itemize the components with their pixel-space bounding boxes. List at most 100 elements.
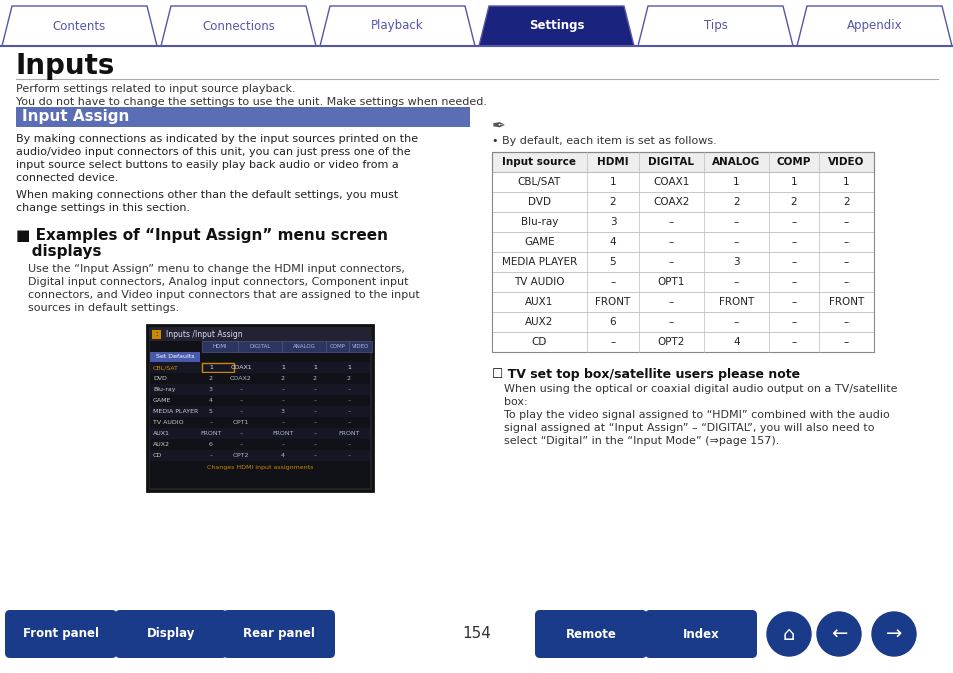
Text: OPT1: OPT1: [658, 277, 684, 287]
Bar: [237, 341, 282, 352]
Text: Display: Display: [147, 627, 195, 641]
Text: 6: 6: [209, 442, 213, 447]
Text: –: –: [239, 442, 242, 447]
Text: Front panel: Front panel: [23, 627, 99, 641]
Text: 2: 2: [790, 197, 797, 207]
Text: →: →: [885, 625, 902, 643]
Text: 2: 2: [281, 376, 285, 381]
Text: DIGITAL: DIGITAL: [249, 344, 271, 349]
Text: COAX2: COAX2: [230, 376, 252, 381]
Text: By making connections as indicated by the input sources printed on the: By making connections as indicated by th…: [16, 134, 417, 144]
Text: –: –: [314, 409, 316, 414]
Text: 3: 3: [209, 387, 213, 392]
Bar: [349, 341, 372, 352]
Text: 4: 4: [733, 337, 739, 347]
Text: –: –: [347, 387, 350, 392]
Text: Inputs: Inputs: [16, 52, 115, 80]
Text: –: –: [733, 237, 739, 247]
Bar: [150, 461, 370, 473]
Bar: [492, 152, 873, 352]
Bar: [150, 328, 370, 488]
Text: change settings in this section.: change settings in this section.: [16, 203, 190, 213]
Text: –: –: [281, 442, 284, 447]
Text: 1: 1: [609, 177, 616, 187]
Bar: [150, 328, 370, 341]
Text: 3: 3: [609, 217, 616, 227]
Polygon shape: [478, 6, 634, 46]
Text: input source select buttons to easily play back audio or video from a: input source select buttons to easily pl…: [16, 160, 398, 170]
Bar: [150, 406, 370, 417]
Bar: [492, 192, 873, 212]
Text: Remote: Remote: [565, 627, 616, 641]
Bar: [150, 395, 370, 406]
Bar: [492, 332, 873, 352]
Text: :: :: [155, 332, 157, 337]
Text: connected device.: connected device.: [16, 173, 118, 183]
FancyBboxPatch shape: [115, 610, 227, 658]
Text: 1: 1: [347, 365, 351, 370]
Text: VIDEO: VIDEO: [352, 344, 369, 349]
Text: 4: 4: [281, 453, 285, 458]
Bar: [150, 417, 370, 428]
Text: GAME: GAME: [523, 237, 555, 247]
Text: –: –: [314, 431, 316, 436]
Text: –: –: [733, 217, 739, 227]
Circle shape: [871, 612, 915, 656]
Circle shape: [766, 612, 810, 656]
Text: –: –: [791, 337, 796, 347]
Text: –: –: [843, 217, 848, 227]
Text: audio/video input connectors of this unit, you can just press one of the: audio/video input connectors of this uni…: [16, 147, 410, 157]
Text: Appendix: Appendix: [846, 20, 902, 32]
Text: ←: ←: [830, 625, 846, 643]
Text: Digital input connectors, Analog input connectors, Component input: Digital input connectors, Analog input c…: [28, 277, 408, 287]
Text: 5: 5: [209, 409, 213, 414]
Text: ☐ TV set top box/satellite users please note: ☐ TV set top box/satellite users please …: [492, 368, 800, 381]
Text: 4: 4: [209, 398, 213, 403]
Text: HDMI: HDMI: [213, 344, 227, 349]
Text: OPT1: OPT1: [233, 420, 249, 425]
Text: 1: 1: [313, 365, 316, 370]
Text: –: –: [347, 453, 350, 458]
Text: ⌂: ⌂: [782, 625, 795, 643]
Bar: [150, 373, 370, 384]
FancyBboxPatch shape: [535, 610, 646, 658]
Text: HDMI: HDMI: [597, 157, 628, 167]
Text: –: –: [347, 420, 350, 425]
Text: –: –: [668, 257, 674, 267]
Text: –: –: [314, 442, 316, 447]
Text: AUX2: AUX2: [525, 317, 553, 327]
Text: 4: 4: [609, 237, 616, 247]
Text: 6: 6: [609, 317, 616, 327]
Text: Rear panel: Rear panel: [243, 627, 314, 641]
Text: –: –: [281, 398, 284, 403]
Polygon shape: [638, 6, 792, 46]
Text: –: –: [347, 398, 350, 403]
Text: TV AUDIO: TV AUDIO: [514, 277, 564, 287]
Text: –: –: [610, 277, 615, 287]
Text: ANALOG: ANALOG: [712, 157, 760, 167]
Bar: [150, 384, 370, 395]
Bar: [282, 341, 326, 352]
Text: Settings: Settings: [528, 20, 583, 32]
Text: –: –: [843, 337, 848, 347]
Text: AUX1: AUX1: [152, 431, 170, 436]
Text: 3: 3: [733, 257, 739, 267]
Text: FRONT: FRONT: [338, 431, 359, 436]
Text: –: –: [843, 237, 848, 247]
Text: Set Defaults: Set Defaults: [155, 355, 194, 359]
Text: Use the “Input Assign” menu to change the HDMI input connectors,: Use the “Input Assign” menu to change th…: [28, 264, 404, 274]
Bar: [150, 362, 370, 373]
Text: 3: 3: [281, 409, 285, 414]
Text: COAX2: COAX2: [653, 197, 689, 207]
Bar: [492, 272, 873, 292]
Text: FRONT: FRONT: [272, 431, 294, 436]
Text: –: –: [843, 317, 848, 327]
Text: 5: 5: [609, 257, 616, 267]
Text: –: –: [239, 431, 242, 436]
Bar: [150, 450, 370, 461]
Text: –: –: [314, 398, 316, 403]
Text: You do not have to change the settings to use the unit. Make settings when neede: You do not have to change the settings t…: [16, 97, 486, 107]
Text: Blu-ray: Blu-ray: [520, 217, 558, 227]
Text: ■ Examples of “Input Assign” menu screen: ■ Examples of “Input Assign” menu screen: [16, 228, 388, 243]
Text: • By default, each item is set as follows.: • By default, each item is set as follow…: [492, 136, 716, 146]
